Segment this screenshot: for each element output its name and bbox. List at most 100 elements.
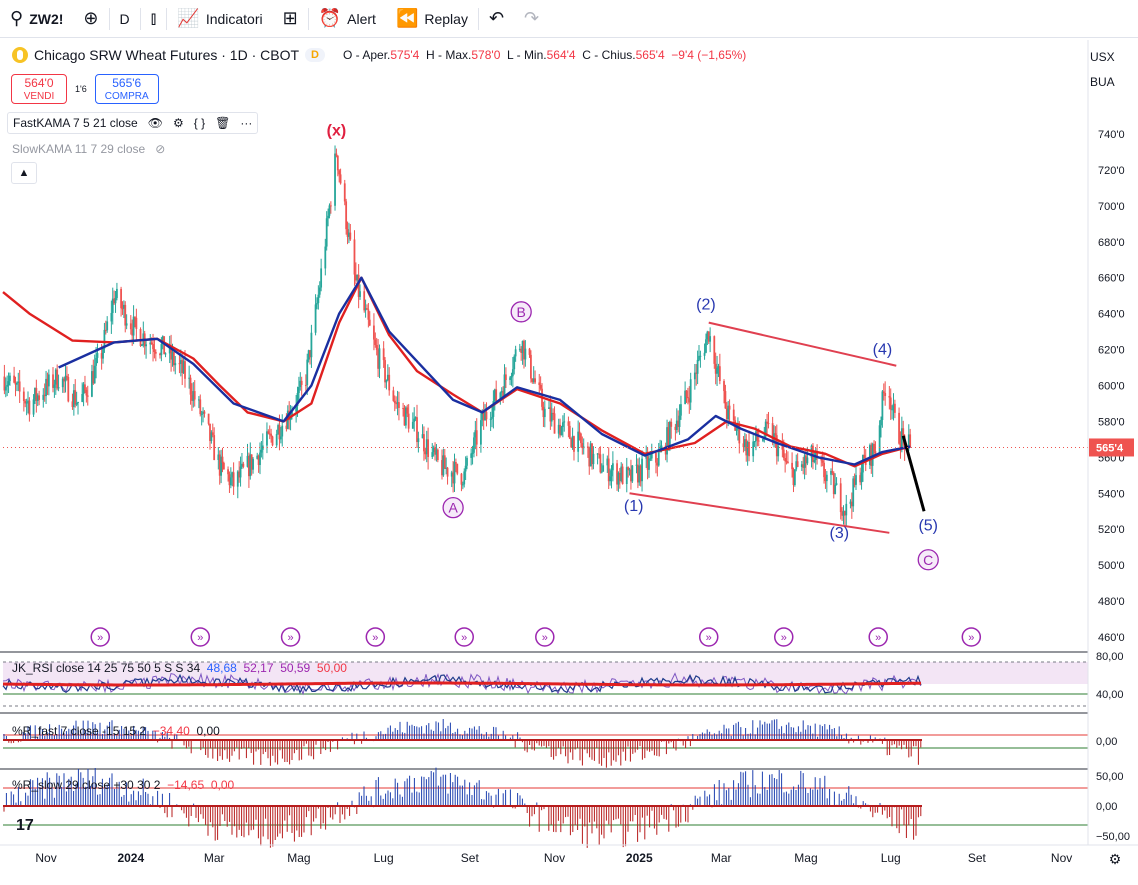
candle-body [775, 435, 778, 457]
buy-button[interactable]: 565'6 COMPRA [94, 74, 159, 104]
candle-body [767, 423, 770, 425]
buy-label: COMPRA [104, 91, 149, 102]
indicators-button[interactable]: 📈 Indicatori [167, 0, 272, 38]
candle-body [161, 336, 164, 345]
candle-body [785, 461, 788, 463]
candles-icon: ⫾ [150, 8, 157, 28]
collapse-legend-button[interactable]: ▲ [11, 162, 37, 184]
grid-icon: ⊞ [282, 8, 298, 28]
wave-annotations: (x) B A (1) (2) (3) (4) (5) C » » » » » » » » » » [3, 122, 1088, 647]
candle-body [500, 391, 503, 393]
settings-icon[interactable]: ⚙ [172, 116, 184, 130]
candle-body [852, 478, 855, 507]
candle-body [520, 348, 523, 353]
candle-body [306, 359, 309, 385]
candle-body [563, 421, 566, 423]
candle-body [550, 412, 553, 422]
candle-body [645, 456, 648, 459]
price-tick-label: 600'0 [1098, 380, 1125, 392]
candle-body [577, 431, 580, 452]
candle-body [453, 462, 456, 484]
candle-body [717, 366, 720, 368]
candle-body [705, 339, 707, 353]
candle-body [84, 384, 86, 390]
candle-body [543, 408, 546, 418]
eye-off-icon[interactable]: ⊘ [155, 142, 166, 156]
delay-badge[interactable]: D [305, 48, 325, 62]
chart-type-button[interactable]: ⫾ [141, 0, 167, 38]
candle-body [425, 439, 428, 455]
symbol-search[interactable]: ⚲ ZW2! [0, 0, 73, 38]
fast-kama-legend[interactable]: FastKAMA 7 5 21 close 👁 ⚙ { } 🗑 ··· [7, 112, 259, 134]
replay-button[interactable]: ⏪ Replay [386, 0, 478, 38]
candle-body [553, 413, 556, 434]
candle-body [356, 274, 359, 281]
candle-body [812, 445, 814, 463]
event-marker-icon [868, 627, 888, 647]
candle-body [346, 229, 349, 237]
symbol-title[interactable]: Chicago SRW Wheat Futures · 1D · CBOT [34, 47, 300, 63]
rsi-value-3: 50,59 [280, 661, 311, 675]
unit-label[interactable]: BUA [1090, 75, 1115, 89]
candle-body [667, 427, 670, 449]
candle-body [755, 431, 757, 442]
sell-price: 564'0 [24, 76, 54, 90]
candle-body [757, 440, 760, 442]
candle-body [152, 344, 154, 350]
candle-body [474, 430, 477, 438]
compare-button[interactable]: ⊕ [73, 0, 108, 38]
candle-body [675, 420, 678, 430]
candle-body [492, 401, 495, 417]
candle-body [149, 342, 152, 345]
candle-body [3, 376, 6, 391]
trash-icon[interactable]: 🗑 [215, 116, 231, 130]
slow-kama-legend[interactable]: SlowKAMA 11 7 29 close ⊘ [7, 139, 170, 159]
candle-body [227, 469, 229, 475]
candle-body [56, 369, 59, 389]
more-icon[interactable]: ··· [240, 116, 253, 130]
candle-body [466, 457, 468, 466]
price-tick-label: 620'0 [1098, 345, 1125, 357]
redo-button[interactable]: ↷ [514, 0, 549, 38]
candle-body [124, 304, 127, 326]
kama-lines [2, 276, 911, 468]
undo-button[interactable]: ↶ [479, 0, 514, 38]
event-marker-glyph: » [97, 632, 103, 644]
candle-body [192, 391, 195, 401]
candle-body [617, 472, 620, 485]
candle-body [481, 411, 484, 421]
open-value: 575'4 [390, 48, 420, 62]
candle-body [456, 463, 459, 474]
candle-body [18, 381, 21, 392]
candle-body [238, 471, 241, 478]
currency-label[interactable]: USX [1090, 50, 1115, 64]
source-code-icon[interactable]: { } [193, 116, 206, 130]
candle-body [742, 443, 745, 448]
interval-button[interactable]: D [110, 0, 140, 38]
candle-body [834, 484, 837, 495]
price-tick-label: 740'0 [1098, 129, 1125, 141]
candle-body [539, 385, 542, 389]
candle-body [695, 372, 698, 374]
candle-body [296, 392, 299, 407]
candle-body [334, 153, 336, 206]
candle-body [86, 395, 89, 397]
candle-body [63, 378, 66, 382]
rslow-pane-legend[interactable]: %R_slow 29 close +30 30 2 −14,65 0,00 [12, 778, 234, 792]
candle-body [689, 379, 692, 403]
time-tick-label: Lug [374, 851, 394, 865]
time-tick-label: Mag [287, 851, 310, 865]
candle-body [96, 353, 99, 358]
layouts-button[interactable]: ⊞ [273, 0, 308, 38]
candle-body [114, 297, 117, 304]
candle-body [398, 402, 400, 408]
candle-body [220, 456, 223, 476]
candle-body [748, 441, 750, 457]
eye-icon[interactable]: 👁 [147, 116, 163, 130]
rsi-pane-legend[interactable]: JK_RSI close 14 25 75 50 5 S S 34 48,68 … [12, 661, 347, 675]
alert-button[interactable]: ⏰ Alert [309, 0, 386, 38]
sell-button[interactable]: 564'0 VENDI [11, 74, 67, 104]
candle-body [716, 367, 718, 374]
rfast-pane-legend[interactable]: %R_fast 7 close -15 15 2 −34,40 0,00 [12, 724, 220, 738]
